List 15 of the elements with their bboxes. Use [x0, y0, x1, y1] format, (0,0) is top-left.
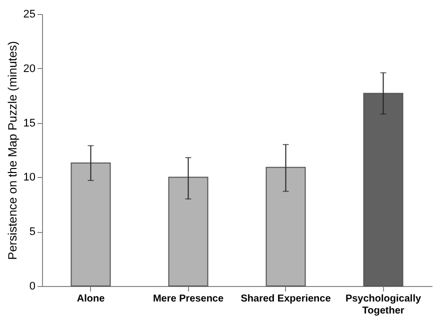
x-tick-label: Psychologically Together — [345, 294, 422, 316]
x-tick-label: Shared Experience — [240, 294, 332, 304]
bar — [363, 92, 404, 286]
y-tick-label: 25 — [23, 8, 36, 20]
x-tick-label: Mere Presence — [152, 294, 224, 304]
y-axis-title: Persistence on the Map Puzzle (minutes) — [5, 41, 20, 260]
y-tick-label: 20 — [23, 62, 36, 75]
y-tick-label: 10 — [23, 172, 36, 184]
bar — [266, 166, 306, 286]
bar — [70, 162, 111, 286]
x-tick-label: Alone — [76, 294, 106, 304]
y-tick-label: 15 — [23, 117, 36, 130]
y-tick-label: 5 — [29, 226, 36, 238]
bar — [168, 176, 208, 286]
y-tick-label: 0 — [29, 280, 36, 292]
